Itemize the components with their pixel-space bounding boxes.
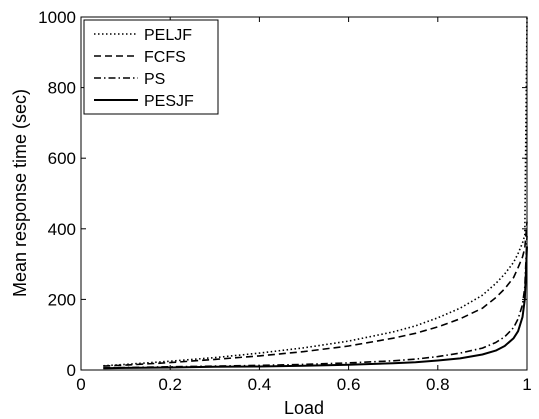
series-line-fcfs [103,221,528,367]
y-tick-label: 600 [48,149,76,168]
y-tick-label: 0 [67,361,76,380]
x-tick-label: 0.4 [248,375,272,394]
series-layer [103,16,528,370]
y-tick-label: 200 [48,290,76,309]
ticks-layer: 0 0.2 0.4 0.6 0.8 1 0 200 400 600 800 1000 [38,8,532,394]
y-axis-label: Mean response time (sec) [10,89,30,297]
series-line-ps [103,235,528,369]
legend-box [83,19,219,115]
legend: PELJF FCFS PS PESJF [83,19,219,115]
x-tick-label: 0.8 [426,375,450,394]
y-tick-label: 400 [48,220,76,239]
series-line-peljf [103,16,528,367]
series-line-pesjf [103,246,528,370]
legend-label-fcfs: FCFS [144,49,186,66]
y-tick-label: 800 [48,79,76,98]
legend-label-peljf: PELJF [144,27,192,44]
y-tick-label: 1000 [38,8,76,27]
plot-frame [80,16,528,371]
x-tick-label: 0.2 [158,375,182,394]
x-tick-label: 0 [76,375,85,394]
legend-label-ps: PS [144,71,165,88]
x-tick-label: 1 [522,375,531,394]
x-tick-label: 0.6 [337,375,361,394]
x-axis-label: Load [284,398,324,418]
legend-label-pesjf: PESJF [144,93,194,110]
